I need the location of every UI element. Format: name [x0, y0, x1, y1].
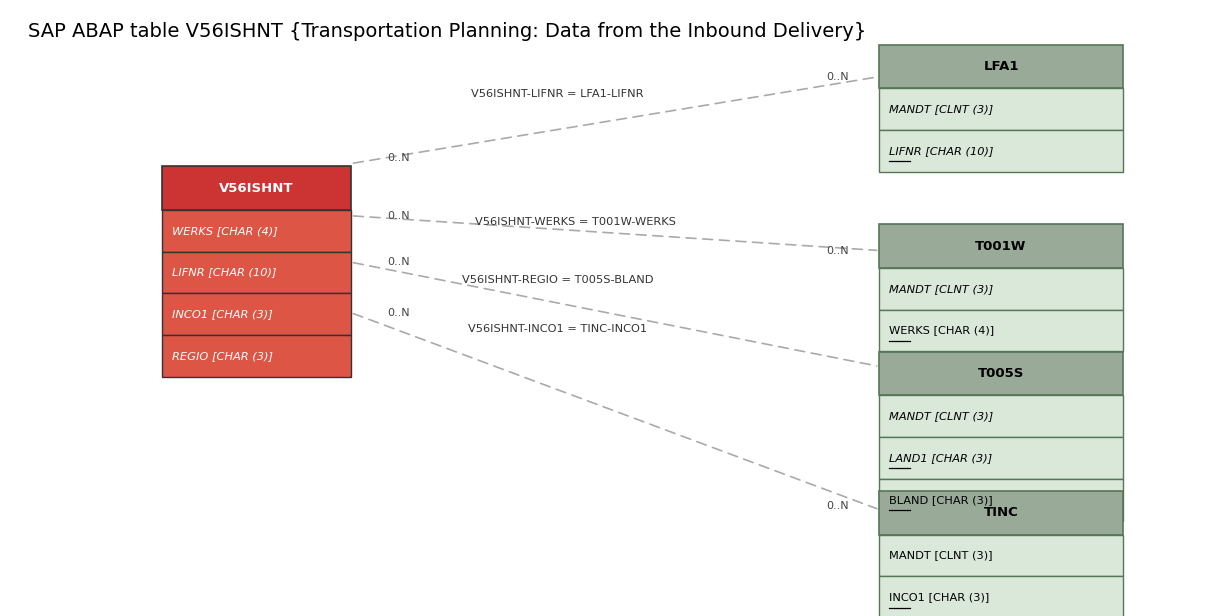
- Text: T005S: T005S: [978, 367, 1024, 380]
- Text: BLAND [CHAR (3)]: BLAND [CHAR (3)]: [889, 495, 993, 505]
- FancyBboxPatch shape: [163, 293, 350, 335]
- Text: 0..N: 0..N: [826, 71, 849, 82]
- FancyBboxPatch shape: [880, 437, 1122, 479]
- Text: MANDT [CLNT (3)]: MANDT [CLNT (3)]: [889, 104, 994, 114]
- Text: WERKS [CHAR (4)]: WERKS [CHAR (4)]: [889, 325, 994, 336]
- FancyBboxPatch shape: [880, 130, 1122, 172]
- Text: LAND1 [CHAR (3)]: LAND1 [CHAR (3)]: [889, 453, 993, 463]
- Text: INCO1 [CHAR (3)]: INCO1 [CHAR (3)]: [889, 592, 989, 602]
- Text: 0..N: 0..N: [826, 246, 849, 256]
- FancyBboxPatch shape: [880, 88, 1122, 130]
- FancyBboxPatch shape: [880, 224, 1122, 268]
- Text: LIFNR [CHAR (10)]: LIFNR [CHAR (10)]: [889, 146, 994, 156]
- FancyBboxPatch shape: [163, 210, 350, 252]
- Text: 0..N: 0..N: [826, 501, 849, 511]
- FancyBboxPatch shape: [880, 268, 1122, 310]
- FancyBboxPatch shape: [880, 310, 1122, 351]
- Text: 0..N: 0..N: [387, 153, 410, 163]
- FancyBboxPatch shape: [880, 479, 1122, 521]
- Text: TINC: TINC: [984, 506, 1018, 519]
- Text: V56ISHNT-REGIO = T005S-BLAND: V56ISHNT-REGIO = T005S-BLAND: [461, 275, 654, 285]
- FancyBboxPatch shape: [880, 535, 1122, 577]
- Text: T001W: T001W: [976, 240, 1027, 253]
- Text: SAP ABAP table V56ISHNT {Transportation Planning: Data from the Inbound Delivery: SAP ABAP table V56ISHNT {Transportation …: [28, 22, 867, 41]
- Text: WERKS [CHAR (4)]: WERKS [CHAR (4)]: [171, 226, 278, 236]
- Text: V56ISHNT-INCO1 = TINC-INCO1: V56ISHNT-INCO1 = TINC-INCO1: [468, 324, 646, 334]
- Text: 0..N: 0..N: [387, 257, 410, 267]
- Text: INCO1 [CHAR (3)]: INCO1 [CHAR (3)]: [171, 309, 273, 319]
- FancyBboxPatch shape: [880, 395, 1122, 437]
- Text: 0..N: 0..N: [387, 211, 410, 221]
- Text: LIFNR [CHAR (10)]: LIFNR [CHAR (10)]: [171, 267, 277, 278]
- Text: REGIO [CHAR (3)]: REGIO [CHAR (3)]: [171, 351, 273, 361]
- Text: MANDT [CLNT (3)]: MANDT [CLNT (3)]: [889, 411, 994, 421]
- Text: 0..N: 0..N: [387, 307, 410, 318]
- FancyBboxPatch shape: [880, 45, 1122, 88]
- FancyBboxPatch shape: [163, 252, 350, 293]
- FancyBboxPatch shape: [880, 352, 1122, 395]
- Text: LFA1: LFA1: [983, 60, 1018, 73]
- FancyBboxPatch shape: [163, 335, 350, 377]
- FancyBboxPatch shape: [880, 491, 1122, 535]
- Text: MANDT [CLNT (3)]: MANDT [CLNT (3)]: [889, 284, 994, 294]
- Text: V56ISHNT-WERKS = T001W-WERKS: V56ISHNT-WERKS = T001W-WERKS: [475, 217, 676, 227]
- Text: MANDT [CLNT (3)]: MANDT [CLNT (3)]: [889, 551, 993, 561]
- FancyBboxPatch shape: [880, 577, 1122, 616]
- Text: V56ISHNT: V56ISHNT: [219, 182, 294, 195]
- Text: V56ISHNT-LIFNR = LFA1-LIFNR: V56ISHNT-LIFNR = LFA1-LIFNR: [471, 89, 644, 99]
- FancyBboxPatch shape: [163, 166, 350, 210]
